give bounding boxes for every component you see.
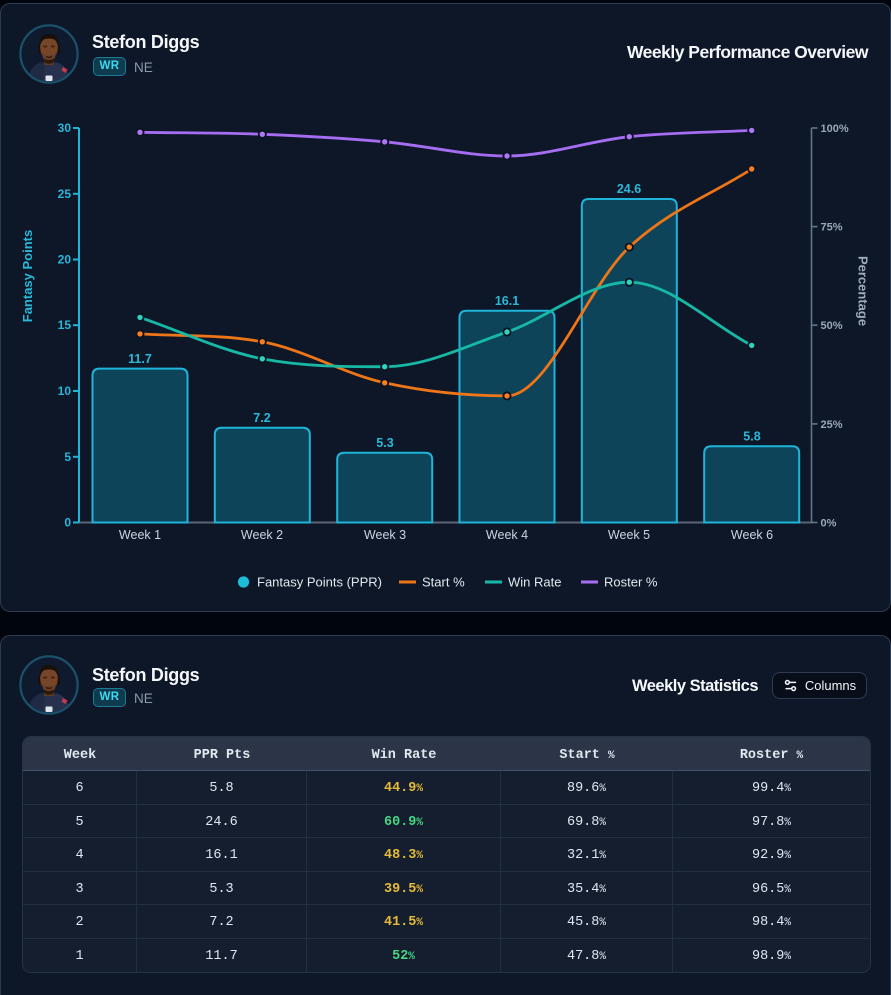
svg-text:75%: 75% [821,222,843,234]
svg-text:25: 25 [58,187,72,201]
svg-text:100%: 100% [821,123,849,135]
svg-text:15: 15 [58,318,72,332]
svg-text:Win Rate: Win Rate [508,575,561,590]
svg-text:0: 0 [64,516,71,530]
svg-text:24.6: 24.6 [617,182,641,196]
svg-text:7.2: 7.2 [253,411,270,425]
svg-text:10: 10 [58,384,72,398]
svg-text:Roster %: Roster % [604,575,658,590]
svg-text:Week 6: Week 6 [731,528,773,542]
svg-text:5.3: 5.3 [376,436,393,450]
svg-text:Fantasy Points (PPR): Fantasy Points (PPR) [257,575,382,590]
svg-text:16.1: 16.1 [495,294,519,308]
svg-text:50%: 50% [821,320,843,332]
svg-text:Start %: Start % [422,575,465,590]
svg-text:5.8: 5.8 [743,429,760,443]
svg-text:Fantasy Points: Fantasy Points [20,230,35,322]
svg-text:Week 3: Week 3 [364,528,406,542]
svg-text:Week 5: Week 5 [608,528,650,542]
svg-text:25%: 25% [821,419,843,431]
svg-text:5: 5 [64,450,71,464]
svg-text:Percentage: Percentage [856,256,871,326]
svg-text:20: 20 [58,253,72,267]
svg-text:Week 2: Week 2 [241,528,283,542]
svg-text:Week 4: Week 4 [486,528,528,542]
svg-text:11.7: 11.7 [128,352,152,366]
svg-text:Week 1: Week 1 [119,528,161,542]
svg-text:0%: 0% [821,518,837,530]
svg-text:30: 30 [58,121,72,135]
